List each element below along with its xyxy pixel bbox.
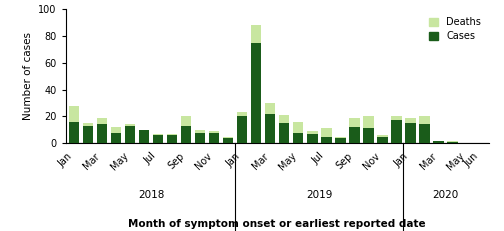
- Bar: [321, 128, 332, 137]
- Bar: [69, 106, 79, 122]
- Bar: [349, 127, 359, 143]
- Bar: [307, 134, 318, 143]
- Bar: [447, 142, 458, 143]
- Text: Month of symptom onset or earliest reported date: Month of symptom onset or earliest repor…: [129, 219, 426, 229]
- Bar: [209, 131, 219, 133]
- Bar: [405, 118, 416, 123]
- Bar: [195, 133, 205, 143]
- Bar: [139, 130, 149, 143]
- Bar: [265, 103, 276, 114]
- Bar: [153, 135, 163, 143]
- Text: 2018: 2018: [138, 190, 164, 201]
- Bar: [97, 118, 107, 125]
- Bar: [335, 137, 346, 138]
- Bar: [223, 138, 233, 143]
- Bar: [377, 135, 388, 137]
- Bar: [265, 114, 276, 143]
- Bar: [433, 140, 444, 143]
- Bar: [377, 137, 388, 143]
- Bar: [279, 123, 289, 143]
- Bar: [111, 127, 121, 133]
- Bar: [307, 131, 318, 134]
- Bar: [83, 126, 93, 143]
- Legend: Deaths, Cases: Deaths, Cases: [426, 14, 484, 44]
- Text: 2019: 2019: [306, 190, 333, 201]
- Bar: [405, 123, 416, 143]
- Bar: [167, 135, 177, 143]
- Bar: [419, 116, 429, 125]
- Bar: [97, 125, 107, 143]
- Bar: [391, 116, 402, 120]
- Bar: [279, 115, 289, 123]
- Bar: [447, 140, 458, 142]
- Bar: [251, 43, 262, 143]
- Bar: [335, 138, 346, 143]
- Bar: [83, 123, 93, 126]
- Bar: [111, 133, 121, 143]
- Bar: [251, 25, 262, 43]
- Bar: [321, 137, 332, 143]
- Bar: [209, 133, 219, 143]
- Bar: [237, 112, 247, 116]
- Text: 2020: 2020: [432, 190, 459, 201]
- Bar: [181, 126, 192, 143]
- Bar: [237, 116, 247, 143]
- Bar: [167, 134, 177, 135]
- Bar: [349, 118, 359, 127]
- Bar: [69, 122, 79, 143]
- Bar: [223, 137, 233, 138]
- Bar: [195, 130, 205, 133]
- Bar: [153, 134, 163, 135]
- Bar: [181, 116, 192, 126]
- Bar: [293, 122, 303, 133]
- Bar: [363, 116, 373, 128]
- Bar: [391, 120, 402, 143]
- Y-axis label: Number of cases: Number of cases: [23, 32, 33, 120]
- Bar: [363, 128, 373, 143]
- Bar: [125, 125, 135, 126]
- Bar: [419, 125, 429, 143]
- Bar: [125, 126, 135, 143]
- Bar: [293, 133, 303, 143]
